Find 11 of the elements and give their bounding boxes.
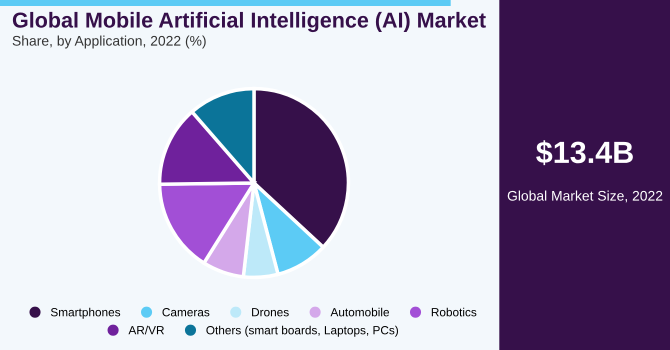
text: $13.4B xyxy=(536,140,633,166)
chart-subtitle: Share, by Application, 2022 (%) xyxy=(12,36,206,48)
legend-label: Smartphones xyxy=(50,308,120,319)
legend-label: Others (smart boards, Laptops, PCs) xyxy=(206,326,398,337)
legend-label: Drones xyxy=(252,308,289,316)
legend-label: Automobile xyxy=(330,308,390,316)
legend-label: AR/VR xyxy=(128,326,164,334)
chart-title: Global Mobile Artificial Intelligence (AI) Market xyxy=(12,12,486,32)
legend-label: Robotics xyxy=(432,308,476,316)
legend-label: Cameras xyxy=(162,308,210,316)
text: Global Market Size, 2022 xyxy=(508,190,662,202)
